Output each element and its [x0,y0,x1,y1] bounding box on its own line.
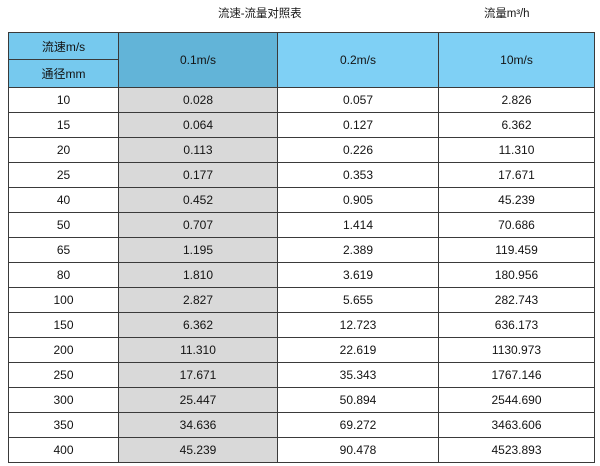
table-row: 300 25.447 50.894 2544.690 [8,387,595,413]
cell-v01: 1.195 [118,237,278,263]
cell-v02: 3.619 [277,262,439,288]
flow-unit-title: 流量m³/h [484,8,530,20]
cell-diameter: 25 [8,162,119,188]
cell-v01: 0.707 [118,212,278,238]
cell-v10: 17.671 [438,162,595,188]
header-diameter-label: 通径mm [9,60,118,87]
cell-v02: 0.057 [277,87,439,113]
table-row: 40 0.452 0.905 45.239 [8,187,595,213]
cell-v10: 282.743 [438,287,595,313]
table-row: 20 0.113 0.226 11.310 [8,137,595,163]
cell-v01: 0.064 [118,112,278,138]
table-row: 250 17.671 35.343 1767.146 [8,362,595,388]
cell-v01: 1.810 [118,262,278,288]
cell-v02: 0.226 [277,137,439,163]
table-body: 10 0.028 0.057 2.826 15 0.064 0.127 6.362 20 0.11… [8,87,595,463]
cell-v02: 12.723 [277,312,439,338]
table-row: 15 0.064 0.127 6.362 [8,112,595,138]
cell-v10: 45.239 [438,187,595,213]
header-col-v01: 0.1m/s [118,32,278,88]
cell-diameter: 80 [8,262,119,288]
table-row: 150 6.362 12.723 636.173 [8,312,595,338]
cell-v01: 11.310 [118,337,278,363]
cell-v10: 2.826 [438,87,595,113]
cell-v02: 1.414 [277,212,439,238]
cell-diameter: 200 [8,337,119,363]
cell-v10: 6.362 [438,112,595,138]
cell-v10: 3463.606 [438,412,595,438]
cell-v10: 4523.893 [438,437,595,463]
cell-v02: 5.655 [277,287,439,313]
cell-diameter: 150 [8,312,119,338]
cell-diameter: 100 [8,287,119,313]
table-row: 100 2.827 5.655 282.743 [8,287,595,313]
cell-v01: 34.636 [118,412,278,438]
caption-row: 流速-流量对照表 流量m³/h [0,6,600,28]
cell-v01: 25.447 [118,387,278,413]
cell-v01: 2.827 [118,287,278,313]
table-row: 200 11.310 22.619 1130.973 [8,337,595,363]
cell-v02: 35.343 [277,362,439,388]
header-row: 流速m/s 通径mm 0.1m/s 0.2m/s 10m/s [8,32,595,88]
cell-diameter: 400 [8,437,119,463]
flow-velocity-table: 流速m/s 通径mm 0.1m/s 0.2m/s 10m/s 10 0.028 0.… [8,32,595,463]
cell-v02: 90.478 [277,437,439,463]
table-head: 流速m/s 通径mm 0.1m/s 0.2m/s 10m/s [8,32,595,88]
cell-diameter: 10 [8,87,119,113]
cell-diameter: 40 [8,187,119,213]
cell-diameter: 15 [8,112,119,138]
table-row: 10 0.028 0.057 2.826 [8,87,595,113]
table-title: 流速-流量对照表 [218,8,302,20]
cell-v10: 70.686 [438,212,595,238]
cell-v10: 180.956 [438,262,595,288]
cell-diameter: 250 [8,362,119,388]
cell-diameter: 50 [8,212,119,238]
cell-diameter: 65 [8,237,119,263]
header-velocity-label: 流速m/s [9,33,118,60]
cell-v10: 11.310 [438,137,595,163]
table-row: 80 1.810 3.619 180.956 [8,262,595,288]
table-row: 25 0.177 0.353 17.671 [8,162,595,188]
cell-v02: 0.127 [277,112,439,138]
cell-v02: 0.353 [277,162,439,188]
cell-v01: 0.177 [118,162,278,188]
cell-v10: 636.173 [438,312,595,338]
cell-v01: 0.113 [118,137,278,163]
cell-v10: 1767.146 [438,362,595,388]
cell-v02: 50.894 [277,387,439,413]
header-col-v10: 10m/s [438,32,595,88]
flow-velocity-table-wrapper: 流速m/s 通径mm 0.1m/s 0.2m/s 10m/s 10 0.028 0.… [8,32,595,463]
cell-v02: 0.905 [277,187,439,213]
header-col-v02: 0.2m/s [277,32,439,88]
cell-v10: 2544.690 [438,387,595,413]
cell-v01: 0.028 [118,87,278,113]
table-row: 65 1.195 2.389 119.459 [8,237,595,263]
cell-v10: 119.459 [438,237,595,263]
cell-v01: 6.362 [118,312,278,338]
cell-v02: 69.272 [277,412,439,438]
table-row: 400 45.239 90.478 4523.893 [8,437,595,463]
cell-v02: 2.389 [277,237,439,263]
cell-v01: 0.452 [118,187,278,213]
cell-v01: 17.671 [118,362,278,388]
cell-diameter: 350 [8,412,119,438]
cell-diameter: 300 [8,387,119,413]
cell-diameter: 20 [8,137,119,163]
cell-v02: 22.619 [277,337,439,363]
table-row: 350 34.636 69.272 3463.606 [8,412,595,438]
cell-v01: 45.239 [118,437,278,463]
header-corner-cell: 流速m/s 通径mm [8,32,119,88]
table-row: 50 0.707 1.414 70.686 [8,212,595,238]
cell-v10: 1130.973 [438,337,595,363]
